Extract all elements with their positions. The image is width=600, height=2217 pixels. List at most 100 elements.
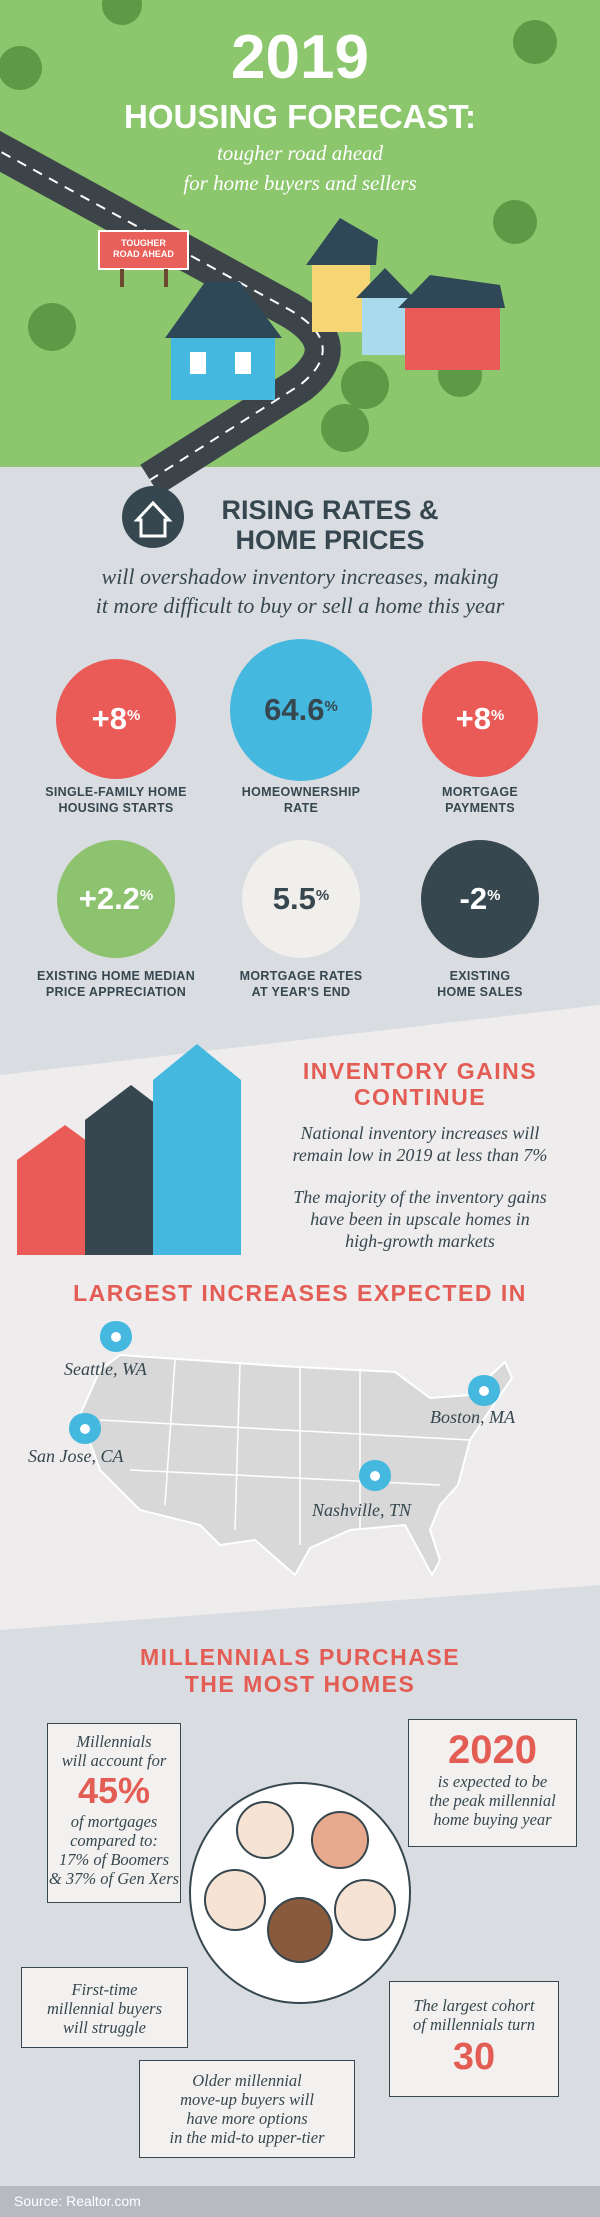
inventory-paragraph: National inventory increases will remain … [270,1122,570,1166]
text-line: millennial buyers [46,1999,163,2018]
text-line: PAYMENTS [445,801,515,815]
stat-circle: +8% [422,661,538,777]
text-line: in the mid-to upper-tier [169,2128,325,2147]
text-line: high-growth markets [345,1231,495,1251]
text-line: INVENTORY GAINS [302,1058,538,1084]
stat-unit: % [324,697,338,715]
stat-unit: % [127,706,141,724]
text-line: is expected to be [437,1772,548,1791]
stat-label: SINGLE-FAMILY HOME HOUSING STARTS [21,784,211,816]
share-detail: of mortgages compared to: 17% of Boomers & … [48,1812,180,1888]
peak-box: 2020 is expected to be the peak millennia… [408,1719,577,1847]
stat-value: -2 [459,881,488,916]
text-line: compared to: [70,1831,158,1850]
city-label: Seattle, WA [64,1359,147,1379]
road-sign: TOUGHER ROAD AHEAD [99,238,188,260]
text-line: THE MOST HOMES [184,1671,416,1697]
stat-unit: % [491,706,505,724]
stat-label: MORTGAGE RATES AT YEAR'S END [206,968,396,1000]
text-line: home buying year [433,1810,552,1829]
stat-value: 64.6 [264,692,325,727]
rates-title: RISING RATES & HOME PRICES [200,495,460,555]
stat-label: EXISTING HOME SALES [385,968,575,1000]
stat-value: +2.2 [78,881,140,916]
text-line: Older millennial [192,2071,302,2090]
text-line: RISING RATES & [221,495,439,525]
millennials-title: MILLENNIALS PURCHASE THE MOST HOMES [0,1644,600,1698]
text-line: EXISTING [449,969,511,983]
text-line: ROAD AHEAD [113,249,174,259]
inventory-paragraph: The majority of the inventory gains have … [270,1186,570,1252]
text-line: have been in upscale homes in [310,1209,530,1229]
tagline: tougher road ahead for home buyers and se… [0,138,600,198]
text-line: MORTGAGE [441,785,518,799]
text-line: RATE [283,801,319,815]
stat-unit: % [139,886,154,904]
stat-circle: +2.2% [57,840,175,958]
stat-value: +8 [91,701,127,736]
stat-circle: 5.5% [242,840,360,958]
text-line: HOUSING STARTS [58,801,174,815]
title: 2019 [231,23,369,92]
subtitle: HOUSING FORECAST: [123,98,476,135]
text-line: of millennials turn [413,2015,535,2034]
city-label: Boston, MA [430,1407,515,1427]
text-line: move-up buyers will [180,2090,314,2109]
stat-label: MORTGAGE PAYMENTS [385,784,575,816]
text-line: the peak millennial [429,1791,556,1810]
city-label: Nashville, TN [312,1500,412,1520]
text-line: MILLENNIALS PURCHASE [139,1644,461,1670]
stat-label: EXISTING HOME MEDIAN PRICE APPRECIATION [21,968,211,1000]
stat-value: +8 [455,701,491,736]
text-line: AT YEAR'S END [251,985,351,999]
text-line: Millennials [76,1732,152,1751]
text-line: National inventory increases will [300,1123,540,1143]
stat-label: HOMEOWNERSHIP RATE [206,784,396,816]
inventory-title: INVENTORY GAINS CONTINUE [270,1058,570,1110]
text-line: of mortgages [70,1812,158,1831]
text-line: will overshadow inventory increases, mak… [101,564,499,589]
text-line: PRICE APPRECIATION [45,985,187,999]
text-line: The majority of the inventory gains [293,1187,547,1207]
peak-text: is expected to be the peak millennial home… [409,1772,576,1829]
text-line: & 37% of Gen Xers [48,1869,180,1888]
text-line: HOME PRICES [235,525,425,555]
stat-circle: 64.6% [230,639,372,781]
share-box: Millennials will account for 45% of mortg… [47,1723,181,1903]
stat-unit: % [487,886,501,904]
text-line: will account for [61,1751,167,1770]
text-line: HOME SALES [437,985,523,999]
text-line: have more options [186,2109,308,2128]
cohort-text: The largest cohort of millennials turn [390,1996,558,2034]
text-line: MORTGAGE RATES [239,969,363,983]
share-intro: Millennials will account for [48,1732,180,1770]
text-line: The largest cohort [413,1996,535,2015]
city-label: San Jose, CA [28,1446,124,1466]
cohort-value: 30 [452,2036,496,2078]
rates-subtitle: will overshadow inventory increases, mak… [0,562,600,620]
peak-value: 2020 [448,1728,537,1772]
stat-circle: +8% [56,659,176,779]
text-line: for home buyers and sellers [183,171,417,195]
text-line: it more difficult to buy or sell a home … [95,593,505,618]
cohort-box: The largest cohort of millennials turn 30 [389,1981,559,2097]
text-line: CONTINUE [353,1084,487,1110]
text-line: remain low in 2019 at less than 7% [292,1145,548,1165]
text-line: tougher road ahead [216,141,384,165]
text-line: EXISTING HOME MEDIAN [36,969,196,983]
stat-unit: % [315,886,330,904]
text-line: SINGLE-FAMILY HOME [45,785,187,799]
share-value: 45% [77,1770,151,1811]
struggle-box: First-time millennial buyers will struggle [21,1967,188,2048]
text-line: 17% of Boomers [59,1850,169,1869]
text-line: HOMEOWNERSHIP [241,785,361,799]
text-line: First-time [71,1980,138,1999]
map-title: LARGEST INCREASES EXPECTED IN [73,1280,527,1306]
source: Source: Realtor.com [14,2193,141,2209]
stat-value: 5.5 [272,881,316,916]
text-line: TOUGHER [121,238,166,248]
options-box: Older millennial move-up buyers will have … [139,2060,355,2158]
stat-circle: -2% [421,840,539,958]
